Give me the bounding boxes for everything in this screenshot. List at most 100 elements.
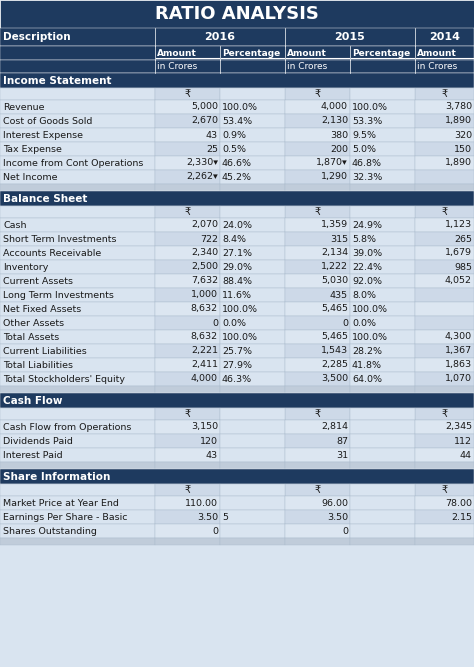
Bar bbox=[415, 372, 474, 386]
Bar bbox=[415, 218, 474, 232]
Text: Cash: Cash bbox=[3, 221, 27, 229]
Text: Shares Outstanding: Shares Outstanding bbox=[3, 526, 97, 536]
Text: 2,411: 2,411 bbox=[191, 360, 218, 370]
Bar bbox=[285, 386, 350, 393]
Text: Other Assets: Other Assets bbox=[3, 319, 64, 327]
Bar bbox=[415, 288, 474, 302]
Bar bbox=[415, 344, 474, 358]
Text: 11.6%: 11.6% bbox=[222, 291, 252, 299]
Bar bbox=[285, 302, 350, 316]
Bar bbox=[220, 448, 285, 462]
Bar bbox=[350, 386, 415, 393]
Text: Description: Description bbox=[3, 32, 71, 42]
Bar bbox=[0, 288, 155, 302]
Text: Accounts Receivable: Accounts Receivable bbox=[3, 249, 101, 257]
Bar bbox=[155, 372, 220, 386]
Bar bbox=[220, 496, 285, 510]
Bar bbox=[0, 538, 155, 545]
Bar bbox=[155, 170, 220, 184]
Text: in Crores: in Crores bbox=[157, 62, 197, 71]
Text: 3,780: 3,780 bbox=[445, 103, 472, 111]
Text: 87: 87 bbox=[336, 436, 348, 446]
Bar bbox=[155, 218, 220, 232]
Bar bbox=[0, 46, 474, 60]
Bar bbox=[155, 386, 220, 393]
Bar bbox=[350, 100, 415, 114]
Text: Income from Cont Operations: Income from Cont Operations bbox=[3, 159, 143, 167]
Bar bbox=[415, 170, 474, 184]
Text: 5,465: 5,465 bbox=[321, 305, 348, 313]
Bar bbox=[415, 260, 474, 274]
Bar bbox=[155, 484, 220, 496]
Bar bbox=[350, 246, 415, 260]
Bar bbox=[0, 88, 155, 100]
Bar bbox=[285, 206, 350, 218]
Bar bbox=[220, 260, 285, 274]
Bar bbox=[285, 288, 350, 302]
Bar bbox=[350, 232, 415, 246]
Text: Tax Expense: Tax Expense bbox=[3, 145, 62, 153]
Bar bbox=[350, 344, 415, 358]
Text: 0: 0 bbox=[212, 319, 218, 327]
Text: 0: 0 bbox=[212, 526, 218, 536]
Text: 380: 380 bbox=[330, 131, 348, 139]
Bar bbox=[220, 302, 285, 316]
Bar bbox=[350, 408, 415, 420]
Bar bbox=[155, 260, 220, 274]
Bar bbox=[0, 170, 155, 184]
Bar bbox=[220, 510, 285, 524]
Bar bbox=[415, 88, 474, 100]
Bar bbox=[155, 330, 220, 344]
Text: Current Liabilities: Current Liabilities bbox=[3, 346, 87, 356]
Text: 5.0%: 5.0% bbox=[352, 145, 376, 153]
Bar bbox=[0, 218, 155, 232]
Bar bbox=[220, 358, 285, 372]
Text: Market Price at Year End: Market Price at Year End bbox=[3, 498, 119, 508]
Text: 24.9%: 24.9% bbox=[352, 221, 382, 229]
Text: Balance Sheet: Balance Sheet bbox=[3, 193, 87, 203]
Bar bbox=[415, 114, 474, 128]
Text: 320: 320 bbox=[454, 131, 472, 139]
Text: 96.00: 96.00 bbox=[321, 498, 348, 508]
Text: Interest Expense: Interest Expense bbox=[3, 131, 83, 139]
Bar bbox=[350, 462, 415, 469]
Bar bbox=[220, 232, 285, 246]
Text: 985: 985 bbox=[454, 263, 472, 271]
Text: 43: 43 bbox=[206, 131, 218, 139]
Bar bbox=[415, 156, 474, 170]
Bar bbox=[285, 88, 350, 100]
Bar bbox=[0, 510, 155, 524]
Bar bbox=[220, 274, 285, 288]
Bar bbox=[155, 88, 220, 100]
Text: 0.9%: 0.9% bbox=[222, 131, 246, 139]
Text: Amount: Amount bbox=[417, 49, 457, 57]
Bar bbox=[285, 142, 350, 156]
Text: 200: 200 bbox=[330, 145, 348, 153]
Text: 2,262▾: 2,262▾ bbox=[186, 173, 218, 181]
Bar bbox=[220, 100, 285, 114]
Text: Current Assets: Current Assets bbox=[3, 277, 73, 285]
Text: Percentage: Percentage bbox=[222, 49, 280, 57]
Text: 22.4%: 22.4% bbox=[352, 263, 382, 271]
Text: 1,890: 1,890 bbox=[445, 117, 472, 125]
Text: RATIO ANALYSIS: RATIO ANALYSIS bbox=[155, 5, 319, 23]
Text: 100.0%: 100.0% bbox=[222, 333, 258, 342]
Text: 112: 112 bbox=[454, 436, 472, 446]
Text: 2,814: 2,814 bbox=[321, 422, 348, 432]
Bar bbox=[350, 184, 415, 191]
Text: Share Information: Share Information bbox=[3, 472, 110, 482]
Bar bbox=[155, 100, 220, 114]
Bar bbox=[415, 408, 474, 420]
Bar bbox=[350, 274, 415, 288]
Bar bbox=[285, 496, 350, 510]
Text: 2014: 2014 bbox=[429, 32, 460, 42]
Text: 28.2%: 28.2% bbox=[352, 346, 382, 356]
Bar bbox=[285, 358, 350, 372]
Text: 4,000: 4,000 bbox=[191, 374, 218, 384]
Bar bbox=[285, 462, 350, 469]
Text: 78.00: 78.00 bbox=[445, 498, 472, 508]
Text: 315: 315 bbox=[330, 235, 348, 243]
Bar bbox=[0, 260, 155, 274]
Text: 0.5%: 0.5% bbox=[222, 145, 246, 153]
Bar bbox=[350, 496, 415, 510]
